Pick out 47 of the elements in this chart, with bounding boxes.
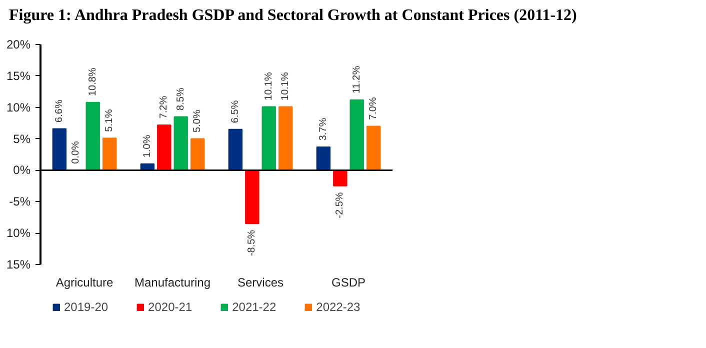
bar bbox=[278, 106, 293, 171]
data-label: 3.7% bbox=[318, 118, 329, 141]
data-label: 10.1% bbox=[280, 72, 292, 100]
y-tick-label: 20% bbox=[6, 38, 31, 52]
legend-label: 2021-22 bbox=[232, 300, 276, 314]
bar bbox=[102, 138, 117, 171]
data-label: 5.1% bbox=[104, 108, 116, 132]
data-label: 7.0% bbox=[368, 97, 380, 120]
bar bbox=[245, 170, 260, 224]
y-tick-label: 15% bbox=[6, 68, 31, 83]
bar bbox=[333, 170, 348, 186]
bar bbox=[174, 116, 188, 171]
x-tick-label: GSDP bbox=[331, 276, 366, 290]
data-label: 6.5% bbox=[230, 100, 241, 124]
data-label: 8.5% bbox=[175, 88, 186, 110]
bar bbox=[350, 99, 364, 171]
data-label: 10.1% bbox=[263, 72, 274, 100]
data-label: -2.5% bbox=[334, 192, 346, 218]
bar bbox=[228, 128, 243, 171]
data-label: 10.8% bbox=[87, 68, 98, 96]
x-tick-label: Manufacturing bbox=[134, 276, 211, 290]
bar bbox=[366, 126, 381, 171]
legend-label: 2022-23 bbox=[316, 300, 360, 314]
y-tick-label: -5% bbox=[9, 194, 31, 209]
legend-label: 2019-20 bbox=[64, 300, 108, 314]
data-label: 11.2% bbox=[351, 66, 362, 94]
legend-label: 2020-21 bbox=[148, 300, 192, 314]
data-label: -8.5% bbox=[246, 230, 258, 256]
bar bbox=[52, 128, 67, 171]
x-tick-label: Services bbox=[237, 276, 284, 290]
chart-title: Figure 1: Andhra Pradesh GSDP and Sectoral Growth at Constant Prices (2011-12) bbox=[9, 6, 577, 26]
bar bbox=[316, 146, 331, 171]
y-tick-label: 5% bbox=[13, 132, 31, 146]
y-tick-label: 15% bbox=[6, 258, 31, 272]
y-tick-label: 10% bbox=[6, 100, 31, 114]
data-label: 6.6% bbox=[54, 100, 65, 122]
x-tick-label: Agriculture bbox=[56, 276, 114, 290]
data-label: 5.0% bbox=[192, 110, 204, 132]
bar bbox=[190, 138, 205, 171]
bar bbox=[86, 102, 100, 171]
bar bbox=[262, 106, 276, 171]
y-tick-label: 10% bbox=[6, 226, 31, 240]
data-label: 0.0% bbox=[70, 141, 82, 164]
data-label: 7.2% bbox=[158, 96, 170, 119]
bar bbox=[157, 124, 172, 171]
data-label: 1.0% bbox=[142, 134, 153, 158]
y-tick-label: 0% bbox=[13, 163, 31, 178]
